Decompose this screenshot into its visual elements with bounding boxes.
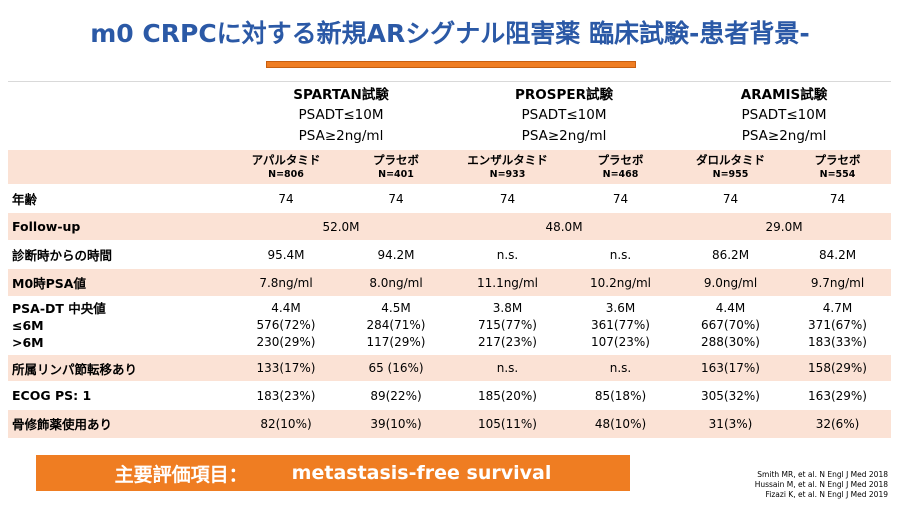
table-cell: 9.0ng/ml: [677, 268, 785, 297]
table-cell: 133(17%): [231, 354, 341, 382]
table-row-lymph-node: 所属リンパ節転移あり 133(17%) 65 (16%) n.s. n.s. 1…: [8, 354, 892, 382]
row-label: M0時PSA値: [8, 268, 231, 297]
table-cell: 163(29%): [784, 381, 892, 410]
title-underline: [266, 61, 636, 68]
table-cell: 82(10%): [231, 409, 341, 438]
table-cell: 65 (16%): [341, 354, 451, 382]
table-cell: 158(29%): [784, 354, 892, 382]
row-label: ECOG PS: 1: [8, 381, 231, 410]
patient-background-table: SPARTAN試験 PSADT≤10M PSA≥2ng/ml PROSPER試験…: [8, 81, 892, 438]
arm-darolutamide: ダロルタミド N=955: [677, 149, 785, 185]
table-row-psadt: PSA-DT 中央値 ≤6M >6M 4.4M 576(72%) 230(29%) …: [8, 296, 892, 355]
table-cell: 39(10%): [341, 409, 451, 438]
primary-endpoint-value: metastasis-free survival: [291, 462, 552, 484]
table-cell: 4.4M 667(70%) 288(30%): [677, 296, 785, 355]
arm-placebo-prosper: プラセボ N=468: [564, 149, 678, 185]
row-label: 年齢: [8, 184, 231, 213]
table-cell: 85(18%): [564, 381, 678, 410]
trial-spartan: SPARTAN試験 PSADT≤10M PSA≥2ng/ml: [231, 81, 451, 150]
arm-apalutamide: アパルタミド N=806: [231, 149, 341, 185]
table-cell: 3.8M 715(77%) 217(23%): [451, 296, 564, 355]
row-label: 診断時からの時間: [8, 240, 231, 269]
table-cell: n.s.: [451, 354, 564, 382]
table-cell: 105(11%): [451, 409, 564, 438]
table-row-age: 年齢 74 74 74 74 74 74: [8, 184, 892, 213]
table-cell: 48(10%): [564, 409, 678, 438]
row-label: 所属リンパ節転移あり: [8, 354, 231, 382]
table-cell: 185(20%): [451, 381, 564, 410]
table-cell: n.s.: [451, 240, 564, 269]
arm-placebo-aramis: プラセボ N=554: [784, 149, 892, 185]
table-cell: n.s.: [564, 240, 678, 269]
table-row-ecog: ECOG PS: 1 183(23%) 89(22%) 185(20%) 85(…: [8, 381, 892, 410]
primary-endpoint-banner: 主要評価項目： metastasis-free survival: [36, 455, 630, 491]
table-row-followup: Follow-up 52.0M 48.0M 29.0M: [8, 212, 892, 241]
trial-aramis: ARAMIS試験 PSADT≤10M PSA≥2ng/ml: [677, 81, 892, 150]
table-row-m0-psa: M0時PSA値 7.8ng/ml 8.0ng/ml 11.1ng/ml 10.2…: [8, 268, 892, 297]
table-cell: 8.0ng/ml: [341, 268, 451, 297]
table-cell: 74: [231, 184, 341, 213]
table-cell: 11.1ng/ml: [451, 268, 564, 297]
trial-prosper: PROSPER試験 PSADT≤10M PSA≥2ng/ml: [451, 81, 678, 150]
table-cell: 48.0M: [451, 212, 678, 241]
table-row-time-from-diagnosis: 診断時からの時間 95.4M 94.2M n.s. n.s. 86.2M 84.…: [8, 240, 892, 269]
table-cell: 31(3%): [677, 409, 785, 438]
reference-item: Fizazi K, et al. N Engl J Med 2019: [765, 490, 889, 499]
table-cell: 3.6M 361(77%) 107(23%): [564, 296, 678, 355]
arm-placebo-spartan: プラセボ N=401: [341, 149, 451, 185]
table-cell: 84.2M: [784, 240, 892, 269]
table-cell: n.s.: [564, 354, 678, 382]
table-cell: 4.7M 371(67%) 183(33%): [784, 296, 892, 355]
reference-item: Hussain M, et al. N Engl J Med 2018: [754, 480, 888, 489]
table-cell: 52.0M: [231, 212, 451, 241]
table-cell: 29.0M: [677, 212, 892, 241]
table-cell: 32(6%): [784, 409, 892, 438]
table-cell: 9.7ng/ml: [784, 268, 892, 297]
table-cell: 183(23%): [231, 381, 341, 410]
table-row-bone-agent: 骨修飾薬使用あり 82(10%) 39(10%) 105(11%) 48(10%…: [8, 409, 892, 438]
references: Smith MR, et al. N Engl J Med 2018 Hussa…: [755, 470, 888, 500]
table-cell: 10.2ng/ml: [564, 268, 678, 297]
trial-header-row: SPARTAN試験 PSADT≤10M PSA≥2ng/ml PROSPER試験…: [8, 81, 892, 150]
arm-enzalutamide: エンザルタミド N=933: [451, 149, 564, 185]
slide-title: m0 CRPCに対する新規ARシグナル阻害薬 臨床試験-患者背景-: [90, 19, 810, 48]
table-cell: 95.4M: [231, 240, 341, 269]
table-cell: 305(32%): [677, 381, 785, 410]
table-cell: 74: [564, 184, 678, 213]
table-cell: 4.4M 576(72%) 230(29%): [231, 296, 341, 355]
primary-endpoint-label: 主要評価項目：: [114, 463, 248, 486]
row-label: Follow-up: [8, 212, 231, 241]
table-cell: 74: [451, 184, 564, 213]
reference-item: Smith MR, et al. N Engl J Med 2018: [757, 470, 888, 479]
row-label: 骨修飾薬使用あり: [8, 409, 231, 438]
table-cell: 86.2M: [677, 240, 785, 269]
table-cell: 4.5M 284(71%) 117(29%): [341, 296, 451, 355]
table-cell: 94.2M: [341, 240, 451, 269]
table-cell: 163(17%): [677, 354, 785, 382]
table-cell: 74: [341, 184, 451, 213]
table-cell: 74: [677, 184, 785, 213]
arm-header-row: アパルタミド N=806 プラセボ N=401 エンザルタミド N=933 プラセボ N…: [8, 149, 892, 185]
table-cell: 7.8ng/ml: [231, 268, 341, 297]
table-cell: 74: [784, 184, 892, 213]
table-cell: 89(22%): [341, 381, 451, 410]
row-label-psadt: PSA-DT 中央値 ≤6M >6M: [8, 296, 231, 355]
